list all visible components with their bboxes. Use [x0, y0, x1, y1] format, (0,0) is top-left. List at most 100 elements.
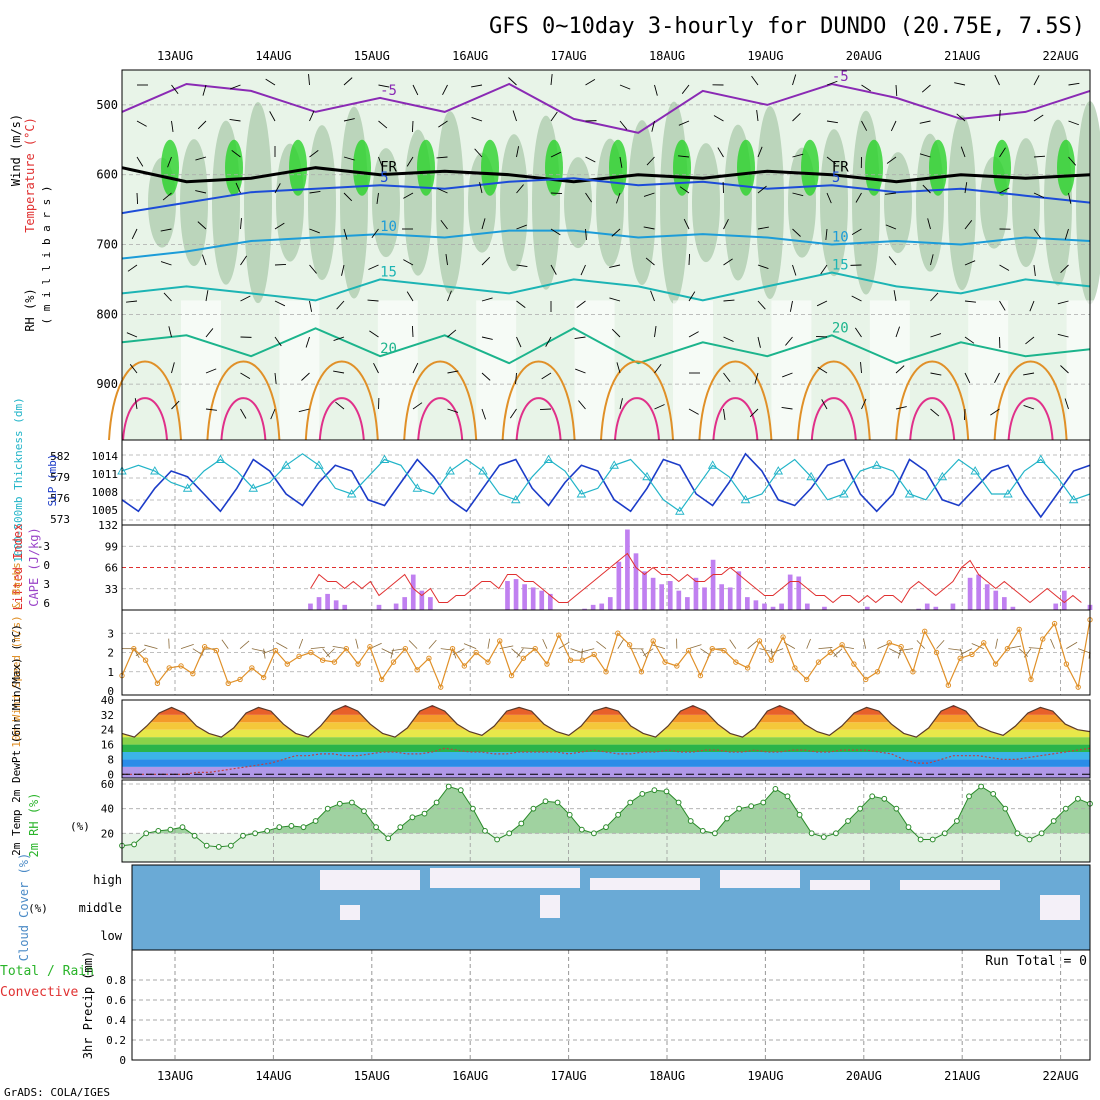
wind-barb [1033, 114, 1044, 122]
wind-point [685, 647, 692, 654]
rh-point [264, 827, 271, 834]
cape-bar [745, 597, 750, 610]
wind-barb [309, 264, 317, 274]
wind-barb-10m [863, 638, 867, 649]
temp-band [122, 705, 1090, 708]
wind-point [449, 645, 456, 652]
wind-barb [481, 336, 493, 340]
warm-contour [206, 360, 281, 441]
hot-contour [515, 397, 562, 441]
slp-tick: 1008 [92, 486, 119, 499]
wind-barb [723, 408, 726, 420]
cape-bar [762, 603, 767, 610]
thickness-tick: 579 [50, 471, 70, 484]
wind-barb [860, 362, 862, 374]
wind-point [473, 649, 479, 656]
wind-barb-10m [948, 648, 963, 651]
cape-bar [607, 597, 613, 610]
precip-frame [131, 949, 1091, 1061]
wind-barb [343, 118, 355, 122]
wind-barb [437, 188, 448, 194]
cape-bar [393, 603, 399, 610]
wind-barb [516, 336, 522, 348]
wind-barb [1064, 398, 1069, 410]
series-thickness [121, 453, 1091, 513]
cloud-gap [340, 905, 360, 920]
wind-point [237, 676, 243, 683]
thickness-marker [281, 460, 291, 469]
cape-bar [693, 577, 699, 610]
rh-peak [289, 139, 307, 196]
wind-point [166, 665, 172, 671]
date-label-bottom: 14AUG [255, 1069, 291, 1083]
rh-point [627, 799, 634, 806]
hot-contour [1007, 397, 1054, 441]
wind10m-frame [121, 609, 1091, 696]
rh-peak [417, 139, 435, 196]
cape-bar [1010, 606, 1016, 610]
pressure-tick: 800 [96, 307, 118, 321]
wind-barb [679, 186, 690, 194]
rh-point [1075, 795, 1081, 802]
wind-barb [481, 297, 493, 302]
rh-point [324, 805, 331, 812]
thickness-tick: 573 [50, 513, 70, 526]
precip-tick: 0 [119, 1054, 126, 1067]
wind-barb [298, 408, 310, 413]
wind-barb [1068, 192, 1072, 204]
wind-point [260, 674, 267, 681]
wind-barb [781, 407, 793, 410]
wind-barb-10m [1050, 638, 1055, 649]
wind-barb-10m [570, 648, 584, 654]
rh-peak [609, 139, 627, 196]
cape-bar [650, 577, 656, 610]
wind-barb [230, 84, 241, 90]
wind-point [201, 644, 208, 650]
rh-blob [500, 134, 528, 272]
wind-barb [1029, 300, 1035, 312]
wind-barb [240, 408, 247, 419]
wind-barb [481, 256, 491, 266]
wind-barb [792, 264, 797, 276]
wind-point [922, 628, 928, 635]
wind-point [969, 651, 975, 658]
wind-point [662, 659, 668, 665]
wind-barb [333, 370, 345, 374]
wind-point [756, 638, 763, 644]
wind-barb [960, 146, 966, 158]
thickness-marker [248, 483, 259, 492]
wind-barb [136, 156, 144, 167]
wind-barb [861, 398, 867, 410]
wind-barb [885, 192, 897, 195]
wind-barb [516, 300, 526, 308]
wind-barb [516, 264, 528, 267]
wind-barb [723, 218, 729, 230]
date-label-bottom: 15AUG [354, 1069, 390, 1083]
wind-barb [274, 222, 285, 230]
wind-barb [654, 326, 657, 338]
wind-barb [785, 336, 793, 346]
rh-point [409, 814, 416, 821]
wind-barb [411, 120, 414, 133]
temp-band [122, 752, 1090, 760]
wind-barb-10m [729, 639, 737, 649]
wind-barb [576, 300, 586, 308]
wind-point [308, 649, 314, 656]
rh-unit: (%) [70, 820, 90, 833]
wind-barb [171, 120, 174, 132]
wind-point [992, 661, 999, 667]
wind-barb [890, 120, 897, 132]
precip-tick: 0.4 [106, 1014, 126, 1027]
wind-barb [436, 156, 448, 159]
isotherm-label: FR [380, 160, 397, 176]
upper-air-labels: Wind (m/s) Temperature (°C) RH (%) ( m i… [9, 114, 53, 332]
lifted-index-label: Lifted Index [11, 524, 25, 611]
wind-barb-10m [818, 647, 833, 650]
rh-point [143, 830, 150, 837]
wind-barb [645, 257, 655, 266]
slp-thickness-panel: 582 579 576 573 1014 1011 1008 1005 [50, 439, 1091, 526]
isotherm--5 [121, 82, 1091, 134]
cape-bar [547, 593, 553, 610]
wind-barb [550, 192, 563, 195]
cloud-gap [1040, 895, 1080, 920]
